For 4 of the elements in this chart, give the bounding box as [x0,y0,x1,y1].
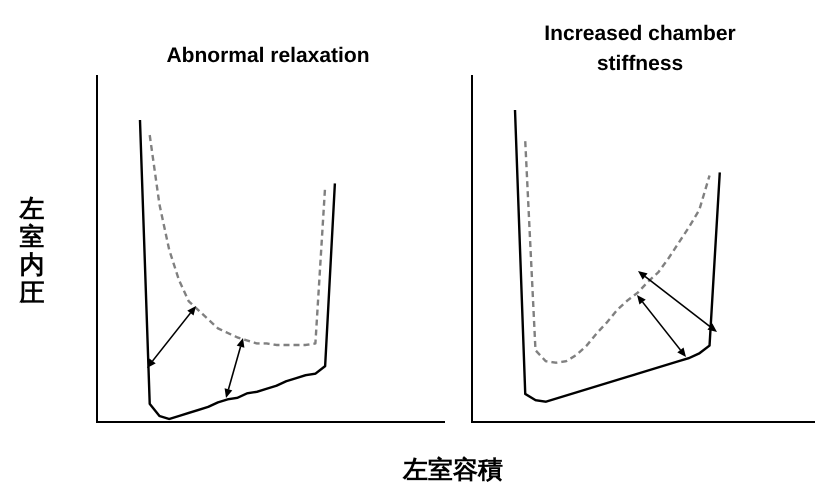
chart-title: Abnormal relaxation [166,44,370,67]
y-axis-title: 左室内圧 [18,194,44,307]
chart-title: Increased chamber stiffness [544,22,736,75]
x-axis-title: 左室容積 [402,455,503,484]
